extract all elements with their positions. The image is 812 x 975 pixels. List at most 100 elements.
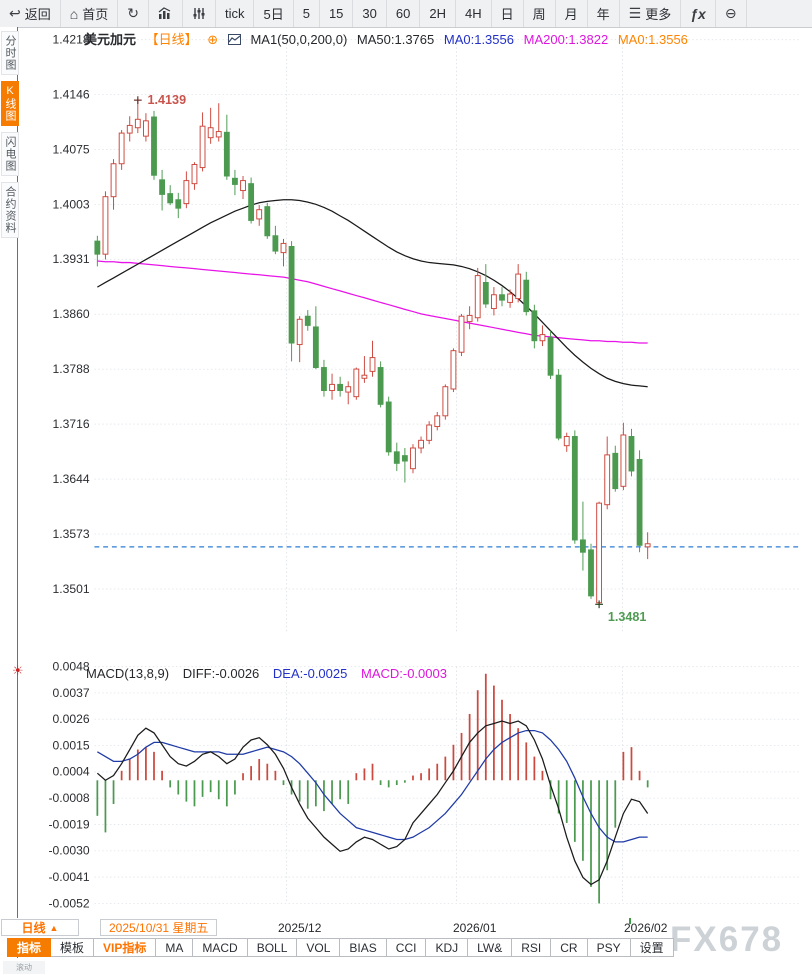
period-60[interactable]: 60 xyxy=(387,0,421,27)
period-5d[interactable]: 5日 xyxy=(254,0,294,27)
macd-axis-label: 0.0026 xyxy=(52,712,89,726)
period-tick[interactable]: tick xyxy=(216,0,255,27)
period-year[interactable]: 年 xyxy=(588,0,620,27)
home-button[interactable]: ⌂ 首页 xyxy=(61,0,119,27)
indicator-tab-LW&[interactable]: LW& xyxy=(468,938,513,957)
candle-body xyxy=(458,315,465,353)
candle-body xyxy=(555,374,562,439)
indicator-tab-MACD[interactable]: MACD xyxy=(193,938,248,957)
macd-diff-value: DIFF:-0.0026 xyxy=(182,666,260,681)
period-5d-label: 5日 xyxy=(263,7,284,22)
diff-line xyxy=(96,720,649,886)
candle-body xyxy=(377,367,384,405)
ma50-line xyxy=(97,199,648,388)
indicator-tab-CCI[interactable]: CCI xyxy=(386,938,427,957)
indicator-tab-CR[interactable]: CR xyxy=(551,938,588,957)
sidebar-tab-0[interactable]: 分时图 xyxy=(1,31,19,75)
candle-body xyxy=(175,199,182,209)
period-15[interactable]: 15 xyxy=(320,0,354,27)
candle-body xyxy=(167,193,174,204)
period-day[interactable]: 日 xyxy=(492,0,524,27)
sidebar-tab-1[interactable]: K线图 xyxy=(1,81,19,126)
candle-body xyxy=(539,334,546,342)
refresh-icon: ↻ xyxy=(127,5,139,21)
candle-body xyxy=(507,293,513,303)
indicator-tab-VOL[interactable]: VOL xyxy=(297,938,341,957)
period-30[interactable]: 30 xyxy=(353,0,387,27)
period-selector-label: 日线 xyxy=(21,921,46,935)
period-4h[interactable]: 4H xyxy=(456,0,492,27)
candle-body xyxy=(361,374,368,379)
candle-body xyxy=(426,424,433,441)
back-button[interactable]: ↩ 返回 xyxy=(0,0,61,27)
alert-plus-icon[interactable]: ⊕ xyxy=(207,32,219,47)
indicator-settings-button[interactable] xyxy=(183,0,216,27)
period-5[interactable]: 5 xyxy=(294,0,320,27)
candle-body xyxy=(151,116,157,176)
candle-body xyxy=(321,367,327,392)
candle-body xyxy=(191,164,198,185)
candle-body xyxy=(126,124,133,134)
candlestick-chart[interactable]: 1.4218 1.4146 1.4075 1.4003 1.3931 1.3860 1.37… xyxy=(0,27,812,918)
indicator-tab-设置[interactable]: 设置 xyxy=(630,938,674,957)
price-axis-label: 1.4218 xyxy=(52,32,89,46)
period-month-label: 月 xyxy=(564,7,578,22)
price-axis-label: 1.3860 xyxy=(52,307,89,321)
candle-body xyxy=(329,383,335,392)
indicator-tab-指标[interactable]: 指标 xyxy=(7,938,52,957)
zoom-out-button[interactable]: ⊖ xyxy=(716,0,747,27)
indicator-tab-BOLL[interactable]: BOLL xyxy=(247,938,298,957)
period-selector[interactable]: 日线 ▲ xyxy=(1,919,79,936)
period-2h[interactable]: 2H xyxy=(420,0,456,27)
sidebar-tab-3[interactable]: 合约资料 xyxy=(1,182,19,238)
period-5-label: 5 xyxy=(302,6,310,21)
candle-body xyxy=(580,539,586,553)
candle-body xyxy=(288,246,295,344)
candle-body xyxy=(636,459,643,546)
month-label: 2026/01 xyxy=(453,921,497,935)
candle-body xyxy=(240,180,246,192)
candle-body xyxy=(474,275,481,319)
fx-button[interactable]: ƒx xyxy=(681,0,716,27)
candle-body xyxy=(207,127,214,139)
home-button-label: 首页 xyxy=(82,7,109,22)
candle-body xyxy=(515,273,522,300)
indicator-tab-模板[interactable]: 模板 xyxy=(51,938,95,957)
macd-dea-value: DEA:-0.0025 xyxy=(272,666,348,681)
candle-body xyxy=(280,242,287,254)
indicator-tab-VIP指标[interactable]: VIP指标 xyxy=(94,938,157,957)
candle-body xyxy=(434,415,441,428)
candle-body xyxy=(547,337,554,376)
indicator-tab-PSY[interactable]: PSY xyxy=(587,938,631,957)
more-button[interactable]: ☰ 更多 xyxy=(620,0,682,27)
symbol-name: 美元加元 xyxy=(84,32,137,47)
ma-chart-icon xyxy=(227,33,241,48)
indicator-tab-BIAS[interactable]: BIAS xyxy=(340,938,387,957)
candle-body xyxy=(223,131,230,177)
sidebar-tab-2[interactable]: 闪电图 xyxy=(1,132,19,176)
month-label: 2026/02 xyxy=(624,921,668,935)
refresh-button[interactable]: ↻ xyxy=(118,0,149,27)
period-day-label: 日 xyxy=(500,7,514,22)
chart-type-button[interactable] xyxy=(149,0,183,27)
indicator-settings-sun-icon[interactable]: ☀ xyxy=(12,663,24,678)
zoomout-icon: ⊖ xyxy=(724,5,737,21)
price-axis-label: 1.4146 xyxy=(52,87,89,101)
candle-body xyxy=(410,447,416,470)
candle-body xyxy=(523,279,530,313)
candle-body xyxy=(466,314,473,323)
indicator-tab-KDJ[interactable]: KDJ xyxy=(426,938,469,957)
candle-body xyxy=(628,436,635,472)
period-month[interactable]: 月 xyxy=(556,0,588,27)
indicator-tab-RSI[interactable]: RSI xyxy=(512,938,552,957)
macd-axis-label: 0.0004 xyxy=(52,765,89,779)
candle-body xyxy=(588,549,594,597)
period-week[interactable]: 周 xyxy=(524,0,556,27)
candle-body xyxy=(644,543,651,548)
candle-body xyxy=(345,386,352,393)
indicator-tab-MA[interactable]: MA xyxy=(156,938,194,957)
price-axis-label: 1.4003 xyxy=(52,197,89,211)
macd-axis-label: -0.0019 xyxy=(48,817,89,831)
candle-body xyxy=(296,318,303,346)
candle-body xyxy=(604,454,611,506)
